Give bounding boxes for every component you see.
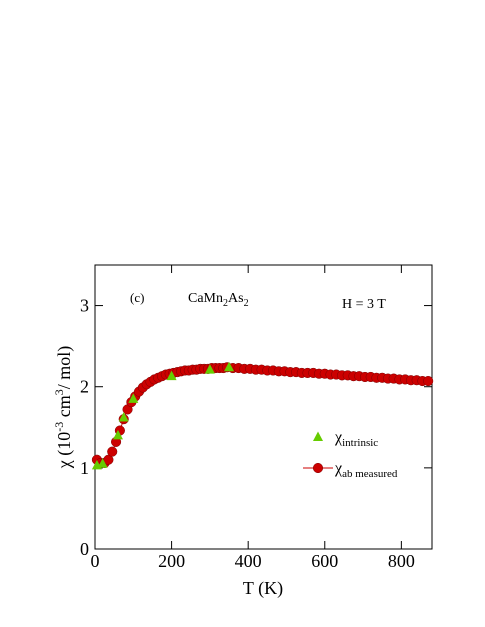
plot-frame <box>94 264 433 550</box>
x-tick-label: 200 <box>158 551 185 571</box>
circle-marker <box>107 446 118 457</box>
legend-label: χintrinsic <box>334 429 378 449</box>
circle-marker <box>103 454 114 465</box>
x-tick-label: 800 <box>388 551 415 571</box>
y-label-part: / mol) <box>54 346 75 390</box>
y-label-part: cm <box>54 395 74 422</box>
y-tick-label: 0 <box>80 539 89 559</box>
legend-sub: ab measured <box>342 468 398 480</box>
y-label-sup: 3 <box>52 389 66 395</box>
y-tick-label: 3 <box>80 296 89 316</box>
y-axis-label: χ (10-3 cm3/ mol) <box>52 346 75 469</box>
x-tick-label: 0 <box>91 551 100 571</box>
compound-label: CaMn2As2 <box>188 291 249 309</box>
legend-entry: χintrinsic <box>313 429 378 449</box>
triangle-marker <box>97 458 108 468</box>
legend-marker <box>312 462 324 474</box>
legend-entry: χab measured <box>303 460 398 480</box>
compound-sub: 2 <box>244 298 249 309</box>
x-axis-label: T (K) <box>243 578 283 599</box>
y-tick-label: 1 <box>80 458 89 478</box>
series <box>91 362 434 469</box>
compound-sub: 2 <box>223 298 228 309</box>
compound-part: As <box>228 291 244 306</box>
legend-marker <box>313 431 323 441</box>
triangle-marker <box>118 412 129 422</box>
legend-name: χ <box>334 460 343 477</box>
triangle-marker <box>128 393 139 403</box>
field-label: H = 3 T <box>342 297 386 312</box>
x-tick-label: 600 <box>311 551 338 571</box>
legend-label: χab measured <box>334 460 398 480</box>
legend-sub: intrinsic <box>342 437 378 449</box>
legend-name: χ <box>334 429 343 446</box>
y-label-sup: -3 <box>52 422 66 432</box>
compound-part: CaMn <box>188 291 223 306</box>
triangle-marker <box>204 364 215 374</box>
triangle-marker <box>224 361 235 372</box>
circle-marker <box>423 375 434 387</box>
y-label-part: χ (10 <box>54 432 75 469</box>
x-tick-label: 400 <box>235 551 262 571</box>
series <box>91 361 235 470</box>
panel-label: (c) <box>130 290 144 305</box>
y-tick-label: 2 <box>80 377 89 397</box>
triangle-marker <box>166 370 177 381</box>
triangle-marker <box>112 429 123 440</box>
